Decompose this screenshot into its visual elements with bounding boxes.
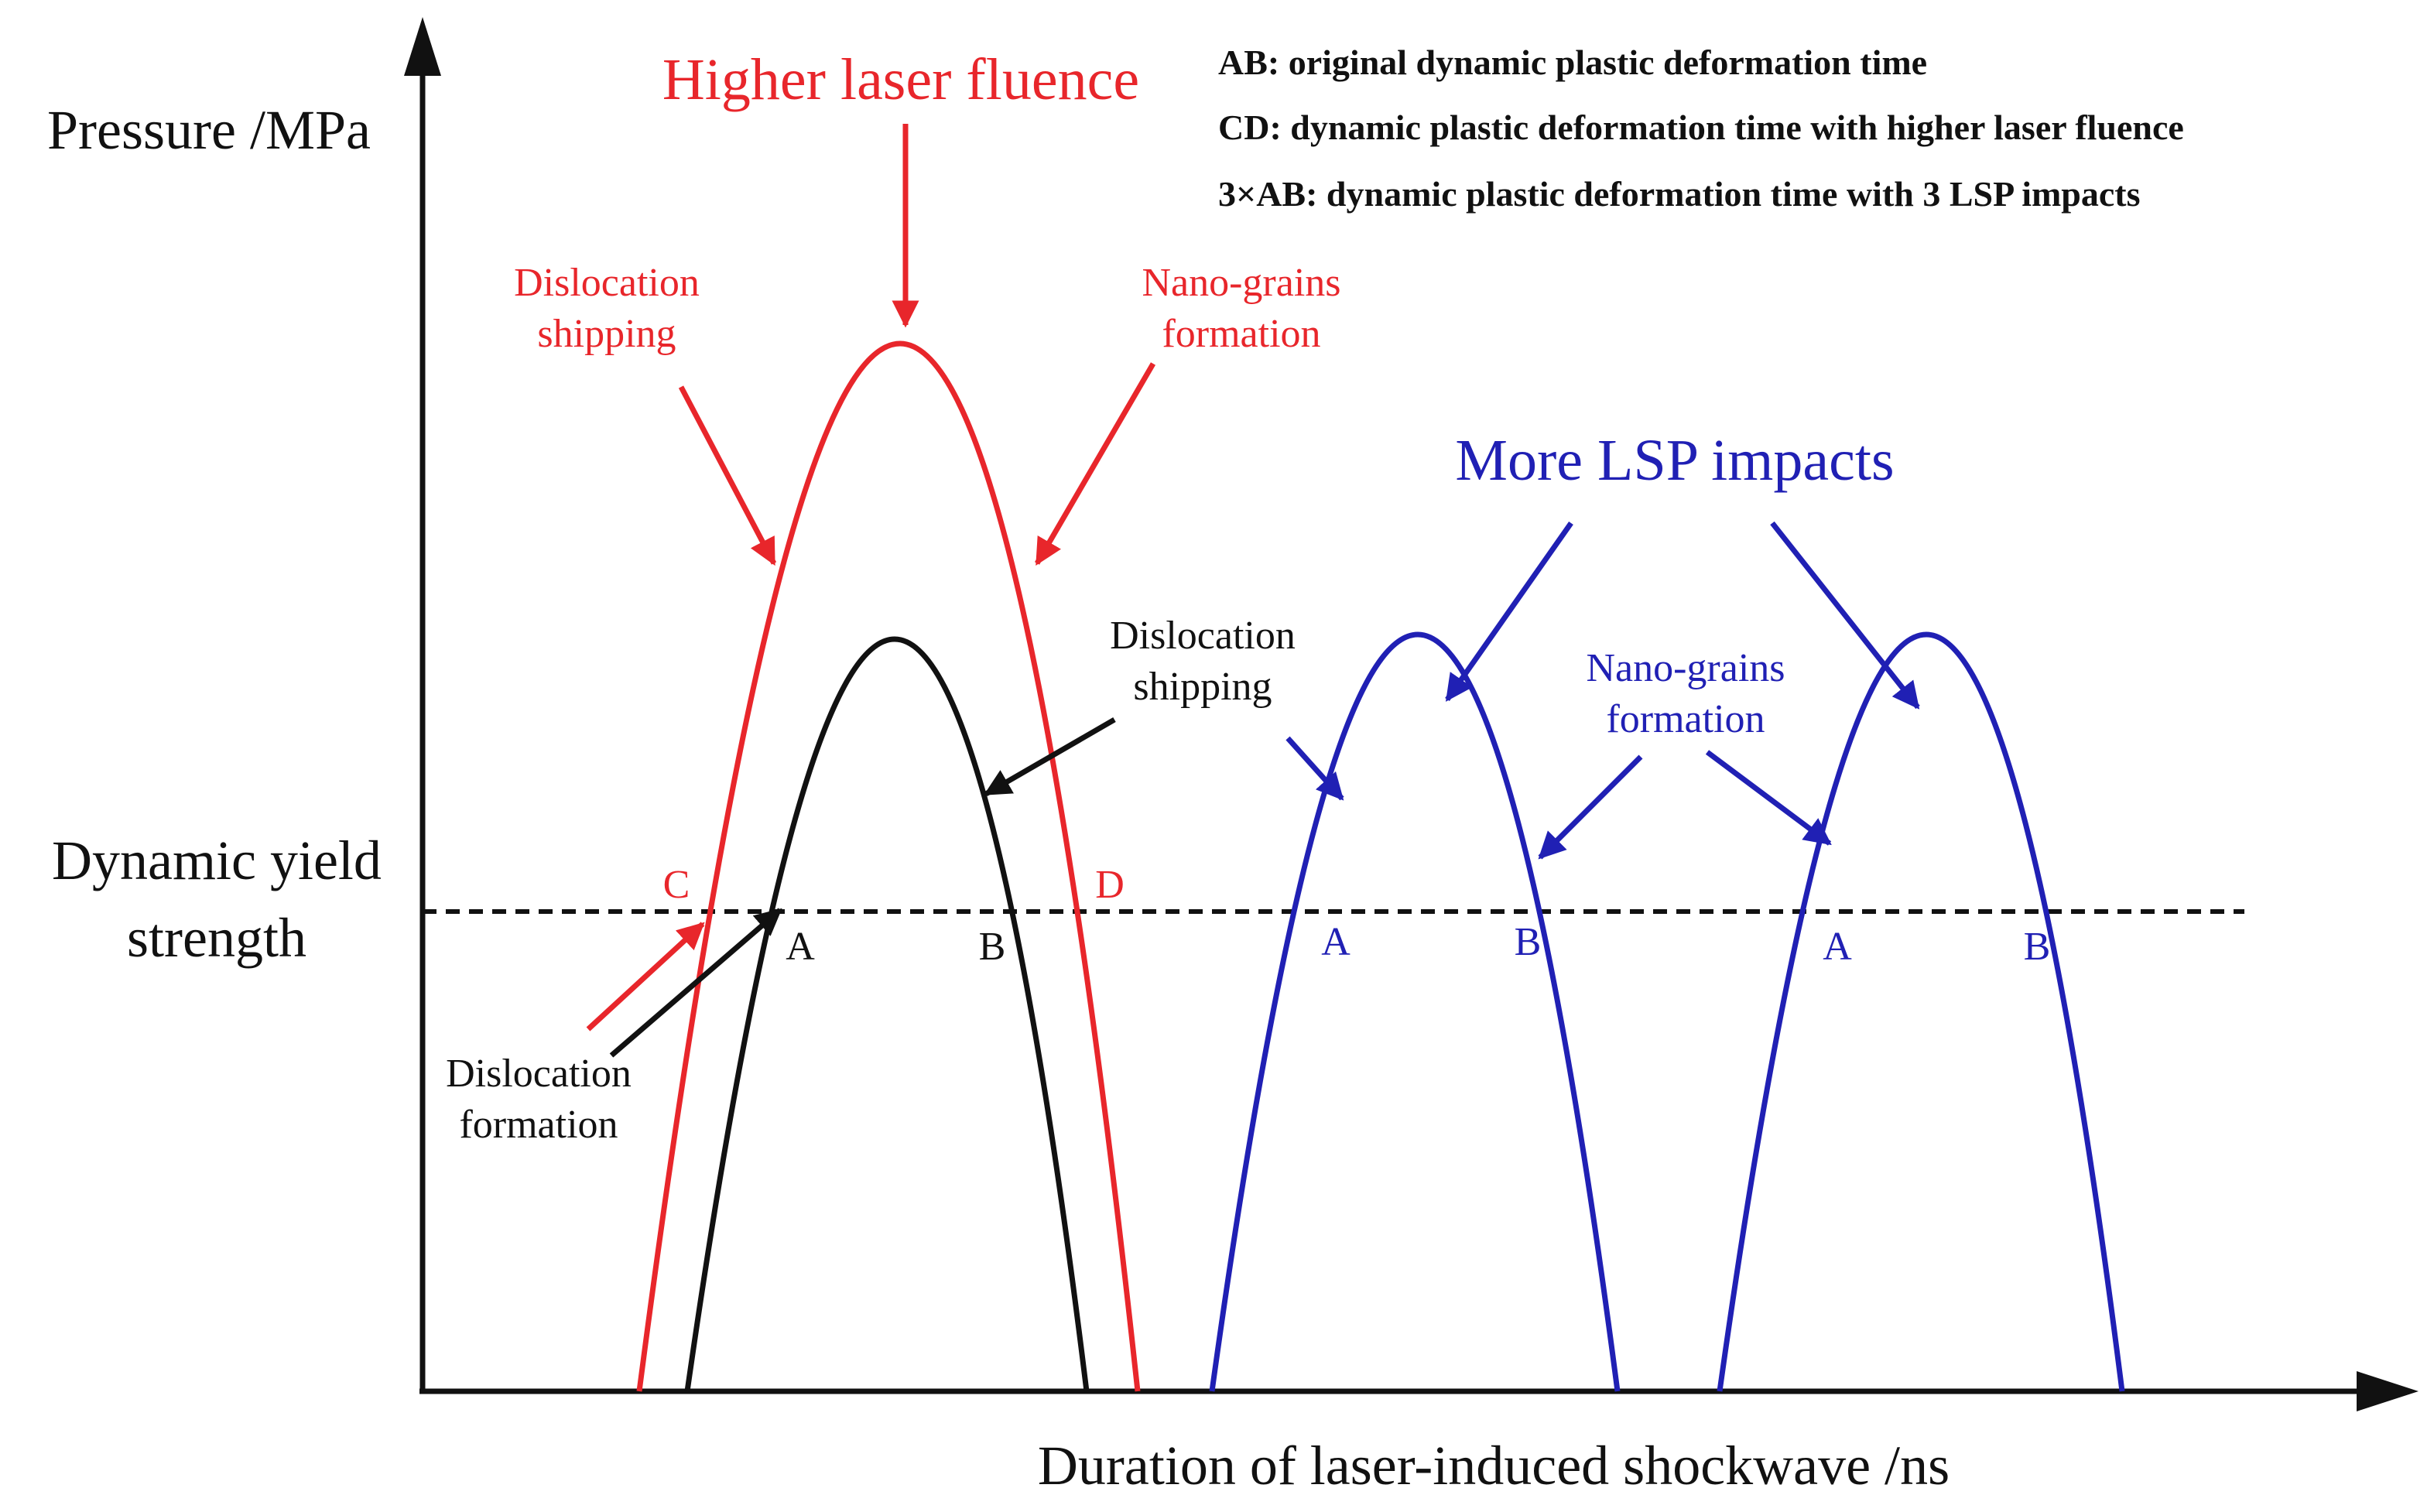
red-dislocation-shipping-label-1: Dislocation <box>514 261 700 305</box>
red-nano-grains-label-2: formation <box>1162 312 1320 356</box>
x-axis-arrowhead <box>2357 1371 2419 1411</box>
blue-impact-1-curve <box>1209 631 1621 1392</box>
y-axis-label: Pressure /MPa <box>47 99 371 161</box>
blue-impacts-arrow-left <box>1445 521 1573 702</box>
y-axis-arrowhead <box>404 17 441 76</box>
blue-nano-grains-arrow-left <box>1538 754 1643 860</box>
more-lsp-impacts-label: More LSP impacts <box>1455 428 1894 493</box>
higher-laser-fluence-label: Higher laser fluence <box>662 47 1139 112</box>
point-a-blue1-label: A <box>1321 920 1351 964</box>
point-a-black-label: A <box>786 925 815 969</box>
point-b-blue1-label: B <box>1515 920 1542 964</box>
yield-strength-label-line2: strength <box>127 907 306 969</box>
yield-strength-label-line1: Dynamic yield <box>52 830 382 891</box>
blue-nano-grains-arrow-right <box>1705 750 1832 846</box>
black-dislocation-formation-label-1: Dislocation <box>446 1052 632 1096</box>
blue-nano-grains-label-2: formation <box>1606 697 1765 741</box>
black-dislocation-shipping-arrow <box>983 717 1116 797</box>
red-dislocation-formation-arrow <box>586 922 705 1031</box>
blue-left-curve-arrow <box>1285 736 1344 801</box>
red-higher-fluence-curve <box>636 340 1141 1392</box>
black-dislocation-formation-arrow <box>609 908 782 1058</box>
black-dislocation-shipping-label-2: shipping <box>1133 665 1272 709</box>
blue-impact-2-curve <box>1717 631 2125 1392</box>
point-a-blue2-label: A <box>1823 925 1852 969</box>
point-d-label: D <box>1095 863 1125 907</box>
legend-ab: AB: original dynamic plastic deformation… <box>1218 43 1927 82</box>
black-dislocation-shipping-label-1: Dislocation <box>1110 614 1296 658</box>
point-b-black-label: B <box>979 925 1006 969</box>
red-nano-grains-arrow <box>1034 362 1156 566</box>
point-c-label: C <box>663 863 690 907</box>
red-nano-grains-label-1: Nano-grains <box>1142 261 1340 305</box>
red-dislocation-shipping-arrow <box>678 385 777 566</box>
blue-impacts-arrow-right <box>1770 521 1920 710</box>
blue-nano-grains-label-1: Nano-grains <box>1586 646 1785 690</box>
legend-cd: CD: dynamic plastic deformation time wit… <box>1218 108 2184 147</box>
red-dislocation-shipping-label-2: shipping <box>537 312 676 356</box>
point-b-blue2-label: B <box>2024 925 2051 969</box>
black-original-curve <box>684 636 1090 1392</box>
legend-3ab: 3×AB: dynamic plastic deformation time w… <box>1218 174 2141 214</box>
black-dislocation-formation-label-2: formation <box>459 1103 618 1147</box>
x-axis-label: Duration of laser-induced shockwave /ns <box>1038 1435 1950 1497</box>
